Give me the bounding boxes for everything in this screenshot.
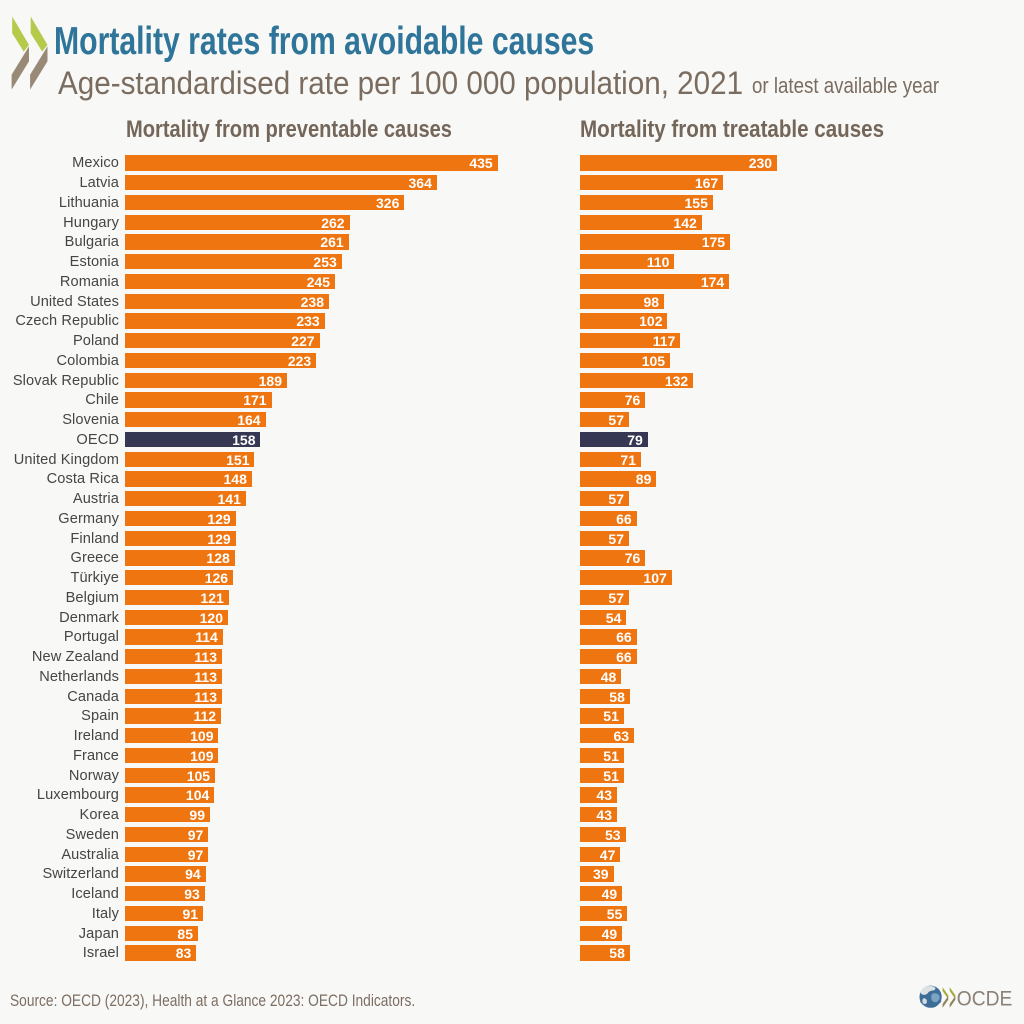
svg-text:OCDE: OCDE <box>957 988 1013 1011</box>
